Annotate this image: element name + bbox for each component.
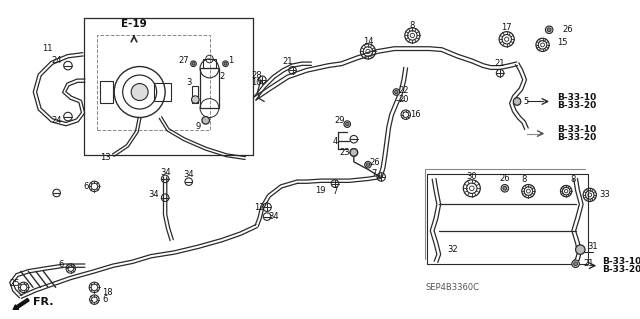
Text: 22: 22: [399, 85, 409, 95]
Text: B-33-20: B-33-20: [602, 265, 640, 274]
Bar: [200, 69, 219, 108]
Circle shape: [350, 149, 358, 156]
Text: 1: 1: [228, 56, 233, 65]
Text: FR.: FR.: [33, 296, 54, 307]
Text: 8: 8: [571, 175, 576, 184]
Text: SEP4B3360C: SEP4B3360C: [426, 283, 480, 292]
Circle shape: [395, 90, 398, 94]
Bar: [100, 81, 113, 103]
Text: 6: 6: [102, 295, 108, 304]
Text: 8: 8: [521, 175, 526, 184]
Text: 16: 16: [410, 110, 420, 119]
Text: 24: 24: [51, 56, 62, 65]
Text: 26: 26: [499, 174, 510, 183]
Text: 30: 30: [467, 173, 477, 182]
FancyArrow shape: [13, 299, 29, 310]
Circle shape: [513, 98, 521, 105]
Text: 28: 28: [252, 70, 262, 79]
Text: 34: 34: [148, 190, 159, 199]
Circle shape: [350, 149, 358, 156]
Circle shape: [131, 84, 148, 100]
Circle shape: [503, 186, 507, 190]
Text: 21: 21: [583, 259, 594, 268]
Text: 7: 7: [332, 187, 338, 196]
Text: 34: 34: [160, 168, 170, 177]
Text: 13: 13: [100, 152, 111, 162]
Circle shape: [572, 260, 579, 268]
Circle shape: [191, 96, 199, 103]
Text: 26: 26: [563, 25, 573, 34]
Bar: [193, 86, 198, 103]
Circle shape: [344, 121, 351, 127]
Text: 5: 5: [524, 97, 529, 106]
Bar: [203, 59, 216, 69]
Text: 17: 17: [501, 23, 512, 32]
Circle shape: [223, 61, 228, 67]
Text: 27: 27: [179, 56, 189, 65]
Bar: [154, 83, 171, 101]
Text: 8: 8: [410, 21, 415, 31]
Text: 21: 21: [282, 57, 293, 66]
Text: 29: 29: [335, 116, 345, 125]
Text: 31: 31: [587, 242, 598, 251]
Text: 34: 34: [268, 212, 279, 221]
Text: 4: 4: [332, 137, 337, 145]
Circle shape: [573, 262, 577, 266]
Circle shape: [346, 122, 349, 126]
Text: 7: 7: [371, 169, 376, 178]
Circle shape: [365, 161, 371, 168]
Text: 20: 20: [399, 95, 409, 104]
Circle shape: [547, 28, 551, 32]
Text: 25: 25: [9, 279, 19, 288]
Text: 6: 6: [83, 182, 88, 191]
Text: 24: 24: [51, 116, 62, 125]
Text: 19: 19: [316, 186, 326, 195]
Text: 6: 6: [59, 260, 64, 269]
Text: B-33-10: B-33-10: [557, 125, 596, 134]
Text: 33: 33: [599, 190, 610, 199]
Text: 18: 18: [102, 287, 113, 297]
Circle shape: [192, 62, 195, 65]
Text: 9: 9: [196, 122, 201, 130]
Text: 12: 12: [254, 203, 265, 211]
Circle shape: [393, 89, 399, 95]
Text: 34: 34: [184, 170, 194, 179]
Bar: [97, 35, 211, 130]
Circle shape: [545, 26, 553, 33]
Circle shape: [575, 245, 585, 254]
Text: B-33-10: B-33-10: [602, 257, 640, 266]
Text: 11: 11: [42, 44, 52, 53]
Text: 21: 21: [495, 59, 506, 68]
Text: 10: 10: [252, 78, 262, 87]
Text: 15: 15: [557, 39, 567, 48]
Text: E-19: E-19: [121, 19, 147, 29]
Text: B-33-20: B-33-20: [557, 133, 596, 142]
Bar: [428, 174, 588, 264]
Text: 32: 32: [447, 245, 458, 254]
Circle shape: [202, 116, 209, 124]
Text: 23: 23: [339, 148, 349, 157]
Circle shape: [501, 184, 509, 192]
Text: 26: 26: [369, 158, 380, 167]
Text: B-33-20: B-33-20: [557, 101, 596, 110]
Circle shape: [224, 62, 227, 65]
Text: 14: 14: [363, 37, 373, 46]
Text: B-33-10: B-33-10: [557, 93, 596, 102]
Circle shape: [191, 61, 196, 67]
Circle shape: [366, 163, 370, 166]
Text: 2: 2: [219, 72, 225, 81]
Text: 3: 3: [186, 78, 191, 87]
